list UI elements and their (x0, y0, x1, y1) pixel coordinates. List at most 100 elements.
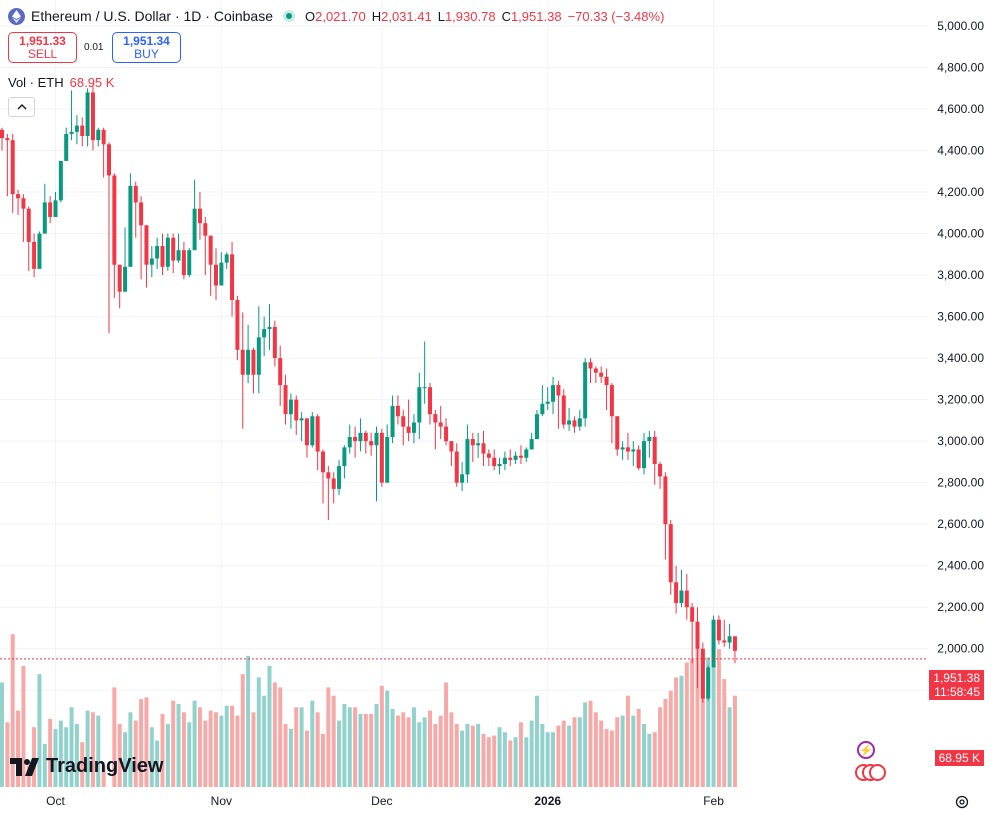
candle-body (636, 449, 641, 469)
candle (690, 603, 695, 664)
candle (321, 449, 325, 504)
volume-bar (658, 707, 663, 787)
collapse-legend-button[interactable] (8, 97, 35, 117)
candle (647, 430, 652, 458)
candle (133, 181, 138, 238)
high-value: 2,031.41 (381, 8, 432, 24)
candle-body (21, 198, 26, 209)
candle (294, 395, 299, 435)
volume-bar (615, 717, 620, 787)
candle (385, 424, 390, 483)
volume-bar (187, 722, 192, 787)
low-value: 1,930.78 (444, 8, 496, 24)
volume-bar (535, 695, 539, 787)
volume-bar (58, 720, 63, 787)
candle-body (69, 131, 74, 134)
volume-bar (219, 715, 224, 787)
candle (401, 410, 406, 446)
price-tick-label: 3,400.00 (937, 351, 984, 365)
price-grid (0, 0, 928, 787)
candle (363, 430, 368, 454)
candle-body (353, 437, 358, 442)
volume-bar (706, 657, 711, 787)
buy-button[interactable]: 1,951.34 BUY (112, 32, 181, 63)
candle-body (647, 437, 652, 442)
candle-body (85, 92, 90, 137)
volume-bar (395, 715, 400, 787)
volume-bar (251, 712, 256, 787)
candle (256, 306, 261, 394)
candle-body (374, 432, 379, 446)
lightning-icon[interactable]: ⚡ (857, 741, 875, 759)
candle (5, 133, 10, 197)
candle (599, 366, 604, 384)
candle-body (502, 457, 507, 464)
candle-body (267, 326, 272, 330)
candle (96, 127, 101, 147)
candle (502, 451, 507, 471)
gear-icon[interactable] (954, 794, 970, 810)
price-axis[interactable]: 5,000.00 4,800.00 4,600.00 4,400.00 4,200.00… (937, 19, 984, 697)
volume-bar (561, 720, 566, 787)
candle-body (117, 264, 122, 292)
volume-bar (315, 712, 320, 787)
candle-body (90, 92, 95, 141)
candle-body (37, 233, 42, 269)
time-tick-label: Dec (371, 794, 392, 808)
candle-body (235, 300, 240, 350)
candle (428, 383, 432, 425)
volume-bar (513, 737, 518, 787)
volume-bar (433, 723, 438, 787)
candle-body (642, 441, 646, 469)
volume-bar (422, 717, 427, 787)
volume-bar (256, 677, 261, 787)
candle (155, 237, 160, 269)
price-tick-label: 5,000.00 (937, 19, 984, 33)
volume-bar (711, 634, 716, 787)
price-tick-label: 4,200.00 (937, 185, 984, 199)
symbol-title[interactable]: Ethereum / U.S. Dollar · 1D · Coinbase (31, 8, 273, 24)
candle-body (331, 478, 336, 489)
volume-bar (379, 685, 384, 787)
candle (165, 233, 170, 271)
candle-body (203, 223, 208, 236)
candle-body (567, 420, 572, 425)
candle-body (342, 447, 347, 467)
price-tick-label: 3,000.00 (937, 434, 984, 448)
candle-body (5, 138, 10, 141)
candle-body (732, 636, 737, 651)
candle-body (385, 437, 390, 483)
symbol-header: Ethereum / U.S. Dollar · 1D · Coinbase O… (8, 6, 664, 26)
candle (620, 441, 625, 460)
candle-body (492, 457, 497, 467)
candle-body (454, 451, 459, 483)
candle-body (551, 385, 556, 402)
candle (358, 418, 363, 452)
candle-body (74, 125, 79, 132)
candle (732, 636, 737, 664)
us-flag-icon[interactable] (869, 764, 886, 781)
volume-bar (80, 742, 85, 787)
candle (144, 225, 149, 288)
sell-button[interactable]: 1,951.33 SELL (8, 32, 77, 63)
candle (545, 387, 550, 411)
candle-body (32, 241, 37, 269)
candle (374, 426, 379, 502)
time-tick-label: 2026 (534, 794, 561, 808)
candle-body (256, 337, 261, 375)
volume-bar (347, 707, 352, 787)
candle (310, 412, 315, 448)
candle-body (321, 451, 325, 473)
candle (497, 457, 502, 475)
tradingview-logo[interactable]: TradingView (10, 755, 163, 778)
volume-bar (545, 732, 550, 787)
candle-body (171, 237, 176, 261)
candle-body (615, 416, 620, 450)
candle-body (144, 225, 149, 265)
candle (0, 127, 4, 151)
time-axis[interactable]: Oct Nov Dec 2026 Feb (46, 794, 724, 808)
candle-body (535, 414, 539, 440)
candle (240, 312, 245, 429)
candle (123, 227, 128, 292)
